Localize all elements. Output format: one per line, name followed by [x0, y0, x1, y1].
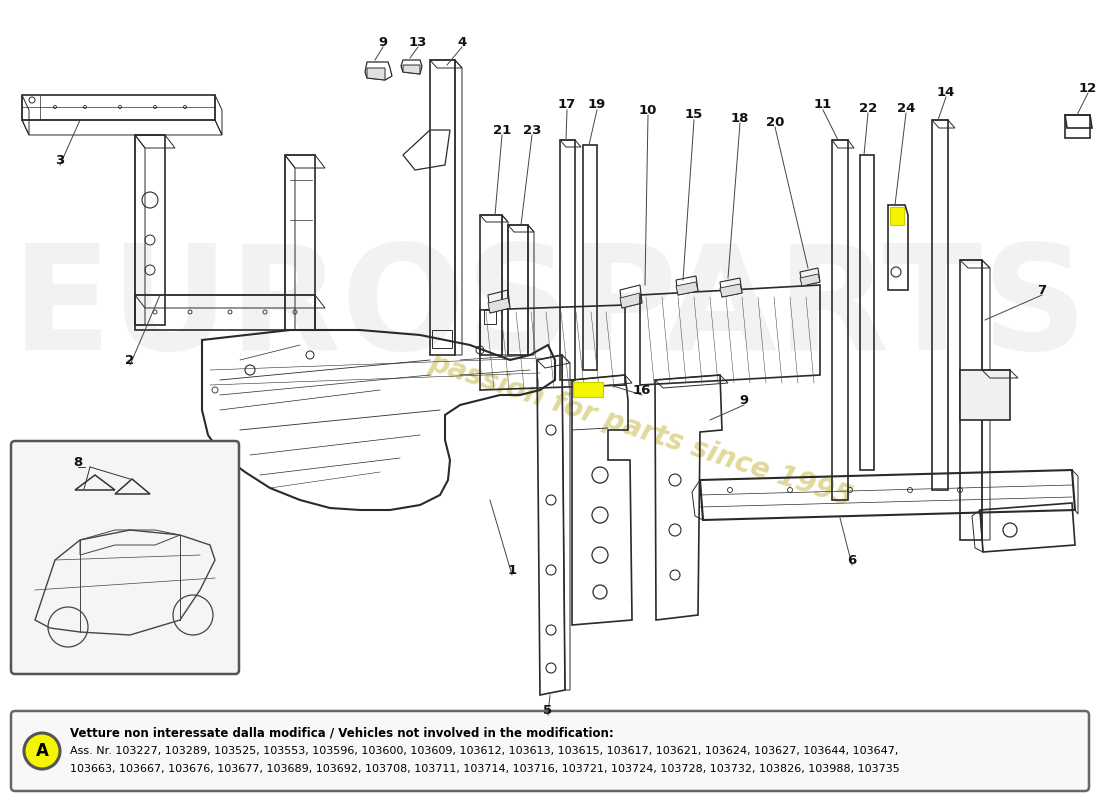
- Text: 3: 3: [55, 154, 65, 166]
- Text: 103663, 103667, 103676, 103677, 103689, 103692, 103708, 103711, 103714, 103716, : 103663, 103667, 103676, 103677, 103689, …: [70, 764, 900, 774]
- Text: 7: 7: [1037, 283, 1046, 297]
- Text: 5: 5: [543, 703, 552, 717]
- Text: 18: 18: [730, 111, 749, 125]
- Text: 14: 14: [937, 86, 955, 98]
- Text: 1: 1: [507, 563, 517, 577]
- Text: 23: 23: [522, 123, 541, 137]
- Bar: [890, 207, 904, 225]
- Polygon shape: [488, 298, 510, 313]
- Polygon shape: [960, 370, 1010, 420]
- Polygon shape: [800, 274, 820, 286]
- Polygon shape: [403, 65, 420, 74]
- Text: 9: 9: [739, 394, 749, 406]
- Text: 16: 16: [632, 383, 651, 397]
- Text: 19: 19: [587, 98, 606, 111]
- Text: 12: 12: [1079, 82, 1097, 94]
- Bar: [484, 310, 496, 324]
- Polygon shape: [367, 68, 385, 80]
- Polygon shape: [720, 284, 742, 297]
- FancyBboxPatch shape: [11, 711, 1089, 791]
- Polygon shape: [676, 282, 698, 295]
- Text: 4: 4: [458, 35, 466, 49]
- Text: passion for parts since 1995: passion for parts since 1995: [425, 348, 855, 512]
- Text: 6: 6: [847, 554, 857, 566]
- Text: 20: 20: [766, 115, 784, 129]
- Text: 15: 15: [685, 109, 703, 122]
- Text: 21: 21: [493, 123, 512, 137]
- Circle shape: [24, 733, 60, 769]
- Text: 2: 2: [125, 354, 134, 366]
- Bar: [432, 330, 452, 348]
- Text: Ass. Nr. 103227, 103289, 103525, 103553, 103596, 103600, 103609, 103612, 103613,: Ass. Nr. 103227, 103289, 103525, 103553,…: [70, 746, 899, 756]
- Text: A: A: [35, 742, 48, 760]
- Text: 13: 13: [409, 35, 427, 49]
- Bar: [573, 382, 603, 397]
- Text: 17: 17: [558, 98, 576, 111]
- Text: 10: 10: [639, 103, 657, 117]
- Text: EUROSPARTS: EUROSPARTS: [12, 239, 1088, 381]
- Text: 8: 8: [74, 455, 82, 469]
- Text: 11: 11: [814, 98, 832, 111]
- Text: 24: 24: [896, 102, 915, 114]
- Text: 9: 9: [378, 35, 387, 49]
- FancyBboxPatch shape: [11, 441, 239, 674]
- Polygon shape: [620, 293, 642, 308]
- Text: 22: 22: [859, 102, 877, 114]
- Text: Vetture non interessate dalla modifica / Vehicles not involved in the modificati: Vetture non interessate dalla modifica /…: [70, 726, 614, 739]
